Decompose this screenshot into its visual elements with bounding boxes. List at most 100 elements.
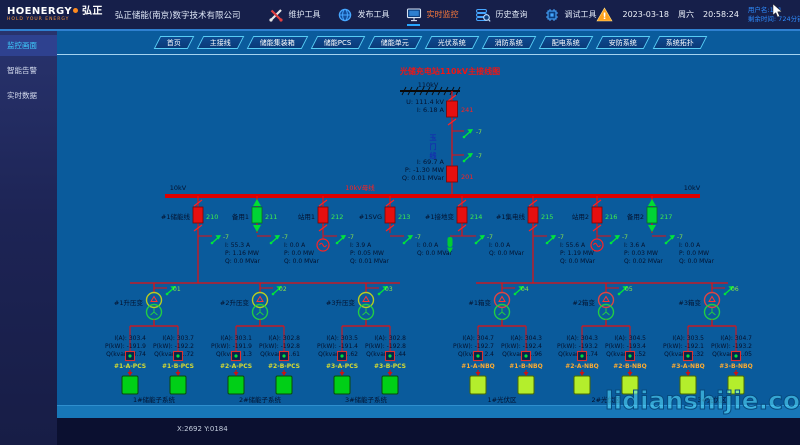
earthing-switch-icon[interactable] <box>402 234 414 246</box>
meas-i: I: 3.9 A <box>350 242 372 249</box>
storage-subsystem-box[interactable] <box>169 369 187 395</box>
storage-subsystem-box[interactable] <box>381 369 399 395</box>
nbq-meas: I(A): 304.3 <box>510 335 542 342</box>
pcs-device-icon[interactable] <box>124 350 136 362</box>
switch-label: -7 <box>558 234 564 241</box>
inverter-device-icon[interactable] <box>576 350 588 362</box>
tab-storage-pcs[interactable]: 储能PCS <box>310 36 365 49</box>
inverter-device-icon[interactable] <box>624 350 636 362</box>
meas-p: P: 0.0 MW <box>679 250 709 257</box>
box-transformer-icon[interactable] <box>597 291 615 321</box>
inverter-device-icon[interactable] <box>682 350 694 362</box>
line-name-char: 玉 <box>430 134 437 142</box>
step-up-transformer-icon[interactable] <box>357 291 375 321</box>
subsystem-label: 1#储能子系统 <box>133 395 176 404</box>
earthing-switch-icon[interactable] <box>462 128 474 140</box>
tool-realtime-monitor[interactable]: 实时监控 <box>406 7 459 26</box>
earthing-switch-icon[interactable] <box>664 234 676 246</box>
step-up-transformer-icon[interactable] <box>145 291 163 321</box>
switch-label: -7 <box>622 234 628 241</box>
incoming-i2: I: 69.7 A <box>417 158 445 166</box>
tool-maintenance[interactable]: 维护工具 <box>268 7 320 23</box>
tab-distribution-system[interactable]: 配电系统 <box>538 36 593 49</box>
watermark: lidianshijie.com <box>604 386 800 416</box>
breaker-216[interactable] <box>591 206 603 224</box>
mv-bus-label-left: 10kV <box>170 184 187 192</box>
breaker-210[interactable] <box>192 206 204 224</box>
earthing-switch-icon[interactable] <box>269 234 281 246</box>
tab-main-wiring[interactable]: 主接线 <box>196 36 245 49</box>
box-transformer-icon[interactable] <box>703 291 721 321</box>
time-label: 20:58:24 <box>702 10 739 19</box>
tab-pv-system[interactable]: 光伏系统 <box>424 36 479 49</box>
storage-subsystem-box[interactable] <box>333 369 351 395</box>
earthing-switch-icon[interactable] <box>609 234 621 246</box>
breaker-215[interactable] <box>527 206 539 224</box>
tab-fire-system[interactable]: 消防系统 <box>481 36 536 49</box>
station-transformer-icon[interactable] <box>316 238 330 252</box>
pcs-device-icon[interactable] <box>336 350 348 362</box>
breaker-241[interactable] <box>446 100 458 118</box>
switch-number: 01 <box>173 286 181 293</box>
pv-area-box[interactable] <box>469 369 487 395</box>
horizontal-scrollbar[interactable] <box>57 405 800 418</box>
sidebar-item-smart-alarms[interactable]: 智能告警 <box>0 60 57 81</box>
tab-storage-container[interactable]: 储能集装箱 <box>246 36 309 49</box>
pcs-device-icon[interactable] <box>230 350 242 362</box>
tool-publish[interactable]: 发布工具 <box>337 7 389 23</box>
incoming-voltage: U: 111.4 kV <box>406 98 444 106</box>
meas-i: I: 0.0 A <box>679 242 701 249</box>
breaker-201[interactable] <box>446 165 458 183</box>
breaker-214[interactable] <box>456 206 468 224</box>
switch-label: -7 <box>415 234 421 241</box>
pcs-device-icon[interactable] <box>384 350 396 362</box>
inverter-device-icon[interactable] <box>520 350 532 362</box>
pcs-device-icon[interactable] <box>278 350 290 362</box>
tool-label: 发布工具 <box>357 10 390 19</box>
breaker-code: 210 <box>206 213 218 221</box>
alarm-warning-icon[interactable]: ! <box>596 7 614 22</box>
earthing-switch-icon[interactable] <box>545 234 557 246</box>
earthing-switch-icon[interactable] <box>335 234 347 246</box>
tool-label: 实时监控 <box>426 10 459 19</box>
pcs-label: #1-A-PCS <box>114 363 146 370</box>
breaker-217[interactable] <box>646 206 658 224</box>
breaker-213[interactable] <box>384 206 396 224</box>
meas-i: I: 0.0 A <box>417 242 439 249</box>
tab-home[interactable]: 首页 <box>153 36 195 49</box>
sidebar-item-realtime-data[interactable]: 实时数据 <box>0 85 57 106</box>
pcs-device-icon[interactable] <box>172 350 184 362</box>
inverter-device-icon[interactable] <box>730 350 742 362</box>
switch-label: -7 <box>348 234 354 241</box>
earthing-switch-icon[interactable] <box>209 234 222 246</box>
pv-unit-3: 06 #3箱变 I(A): 303.5 P(kW): -192.1 Q(kvar… <box>663 283 753 404</box>
pv-area-box[interactable] <box>517 369 535 395</box>
incoming-p: P: -1.30 MW <box>405 166 445 174</box>
earthing-switch-icon[interactable] <box>462 152 474 164</box>
tab-system-topology[interactable]: 系统拓扑 <box>652 36 707 49</box>
tab-security-system[interactable]: 安防系统 <box>595 36 650 49</box>
sidebar-item-monitor-screens[interactable]: 监控画面 <box>0 35 57 56</box>
storage-subsystem-box[interactable] <box>227 369 245 395</box>
status-bar: X:2692 Y:0184 <box>57 418 800 445</box>
tool-debug[interactable]: 调试工具 <box>544 7 596 23</box>
box-transformer-icon[interactable] <box>493 291 511 321</box>
logo-text: HOENERGY <box>7 5 73 17</box>
meas-q: Q: 0.01 MVar <box>350 258 389 265</box>
tab-storage-unit[interactable]: 储能单元 <box>367 36 422 49</box>
step-up-transformer-icon[interactable] <box>251 291 269 321</box>
pv-area-box[interactable] <box>573 369 591 395</box>
inverter-device-icon[interactable] <box>472 350 484 362</box>
nbq-label: #1-B-NBQ <box>509 363 542 370</box>
breaker-211[interactable] <box>251 206 263 224</box>
transformer-name: #2箱变 <box>572 298 595 307</box>
feeder-211: 211 备用1 -7 I: 0.0 A P: 0.0 MW Q: 0.0 MVa… <box>232 196 320 265</box>
switch-number: 03 <box>385 286 393 293</box>
meas-p: P: 1.16 MW <box>225 250 259 257</box>
station-transformer-icon[interactable] <box>590 238 604 252</box>
breaker-212[interactable] <box>317 206 329 224</box>
storage-subsystem-box[interactable] <box>275 369 293 395</box>
tool-history-query[interactable]: 历史查询 <box>475 7 527 23</box>
earthing-switch-icon[interactable] <box>474 234 486 246</box>
storage-subsystem-box[interactable] <box>121 369 139 395</box>
